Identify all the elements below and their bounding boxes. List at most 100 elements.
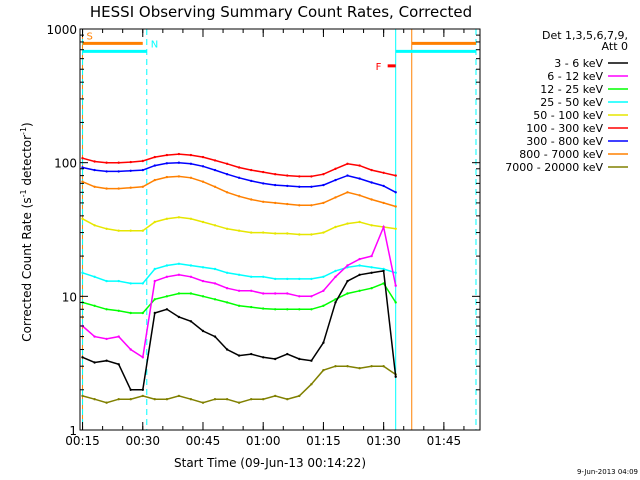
data-point-8-4 (129, 398, 132, 401)
data-point-3-14 (250, 275, 253, 278)
data-point-8-9 (189, 398, 193, 401)
data-point-3-12 (225, 271, 229, 274)
data-point-3-6 (153, 267, 156, 271)
data-point-6-9 (189, 162, 193, 165)
axes: 00:15 00:30 00:45 01:00 01:15 01:30 01:45 1 10 10… (46, 23, 481, 448)
data-point-0-7 (165, 308, 169, 311)
data-point-0-21 (334, 301, 337, 304)
data-point-1-26 (394, 284, 397, 287)
data-point-4-8 (177, 216, 181, 219)
data-point-6-16 (274, 183, 277, 187)
data-point-1-17 (286, 292, 289, 295)
data-point-4-2 (105, 227, 108, 230)
data-point-2-16 (274, 308, 277, 311)
data-point-4-26 (394, 227, 397, 230)
data-point-7-2 (105, 187, 108, 190)
data-point-5-1 (93, 160, 96, 163)
data-point-5-10 (201, 155, 205, 159)
data-point-2-7 (165, 295, 169, 298)
data-point-3-0 (81, 271, 84, 274)
data-point-3-24 (370, 266, 373, 269)
data-point-0-4 (129, 388, 132, 391)
data-point-1-19 (310, 295, 313, 298)
data-point-2-26 (394, 301, 397, 304)
date-stamp: 9-Jun-2013 04:09 (577, 468, 638, 476)
data-point-4-6 (153, 220, 156, 224)
data-point-8-23 (358, 367, 361, 370)
data-point-2-18 (298, 308, 301, 311)
data-point-0-23 (358, 273, 361, 276)
data-point-0-26 (394, 375, 397, 378)
data-point-8-18 (298, 394, 301, 398)
data-point-7-10 (201, 180, 205, 183)
data-point-4-0 (81, 217, 84, 220)
data-point-5-7 (165, 153, 169, 157)
data-point-1-1 (93, 335, 96, 338)
data-point-7-16 (274, 201, 277, 205)
data-point-4-21 (334, 225, 337, 229)
data-point-7-0 (81, 180, 84, 183)
data-point-8-5 (141, 394, 144, 398)
data-point-4-9 (189, 217, 193, 220)
legend-label-4: 50 - 100 keV (533, 109, 603, 122)
data-point-8-14 (250, 398, 253, 401)
data-point-0-8 (177, 315, 181, 319)
data-point-0-1 (93, 361, 96, 364)
data-point-1-24 (370, 254, 373, 258)
data-point-5-3 (117, 161, 120, 164)
annotation-label-f: F (376, 62, 382, 73)
data-point-0-22 (346, 279, 349, 283)
data-point-2-6 (153, 298, 156, 301)
data-point-6-24 (370, 181, 373, 184)
data-point-3-13 (237, 273, 241, 276)
y-tick-label-0: 1 (69, 424, 77, 438)
data-point-2-3 (117, 309, 120, 312)
data-point-5-17 (286, 174, 289, 177)
data-point-2-1 (93, 304, 96, 307)
data-point-5-4 (129, 160, 132, 164)
data-point-3-1 (93, 275, 96, 278)
data-point-7-3 (117, 187, 120, 190)
data-point-5-20 (322, 173, 325, 176)
data-point-8-24 (370, 365, 373, 368)
data-point-8-10 (201, 401, 205, 404)
data-point-6-26 (394, 191, 397, 194)
data-point-2-10 (201, 295, 205, 298)
data-point-6-22 (346, 174, 349, 177)
x-tick-label-6: 01:45 (427, 434, 462, 448)
data-point-2-4 (129, 311, 132, 315)
data-point-7-21 (334, 196, 337, 199)
data-point-0-9 (189, 320, 193, 323)
data-point-6-1 (93, 168, 96, 172)
legend-label-8: 7000 - 20000 keV (505, 161, 603, 174)
data-point-4-19 (310, 233, 313, 236)
data-point-0-10 (201, 329, 205, 333)
data-point-6-0 (81, 166, 84, 169)
data-point-2-25 (382, 282, 385, 285)
legend-label-7: 800 - 7000 keV (519, 148, 603, 161)
data-point-0-17 (286, 352, 289, 356)
data-point-6-23 (358, 177, 361, 180)
data-point-1-23 (358, 257, 361, 261)
plot-marks: S N F (81, 29, 477, 430)
data-point-5-5 (141, 159, 144, 163)
data-point-6-18 (298, 185, 301, 188)
data-point-1-9 (189, 275, 193, 278)
data-point-3-15 (262, 275, 265, 278)
data-point-6-11 (213, 168, 217, 172)
data-point-7-13 (237, 195, 241, 198)
data-point-0-25 (382, 269, 385, 273)
y-tick-label-3: 1000 (46, 23, 77, 37)
data-point-4-16 (274, 232, 277, 235)
data-point-4-22 (346, 222, 349, 225)
data-point-1-25 (382, 225, 385, 229)
data-point-2-2 (105, 308, 108, 311)
data-point-6-13 (237, 176, 241, 179)
data-point-1-13 (237, 289, 241, 292)
data-point-5-11 (213, 159, 217, 162)
data-point-8-25 (382, 365, 385, 368)
x-tick-label-3: 01:00 (246, 434, 281, 448)
data-point-7-17 (286, 202, 289, 206)
data-point-7-18 (298, 204, 301, 207)
x-axis-label: Start Time (09-Jun-13 00:14:22) (174, 456, 366, 470)
